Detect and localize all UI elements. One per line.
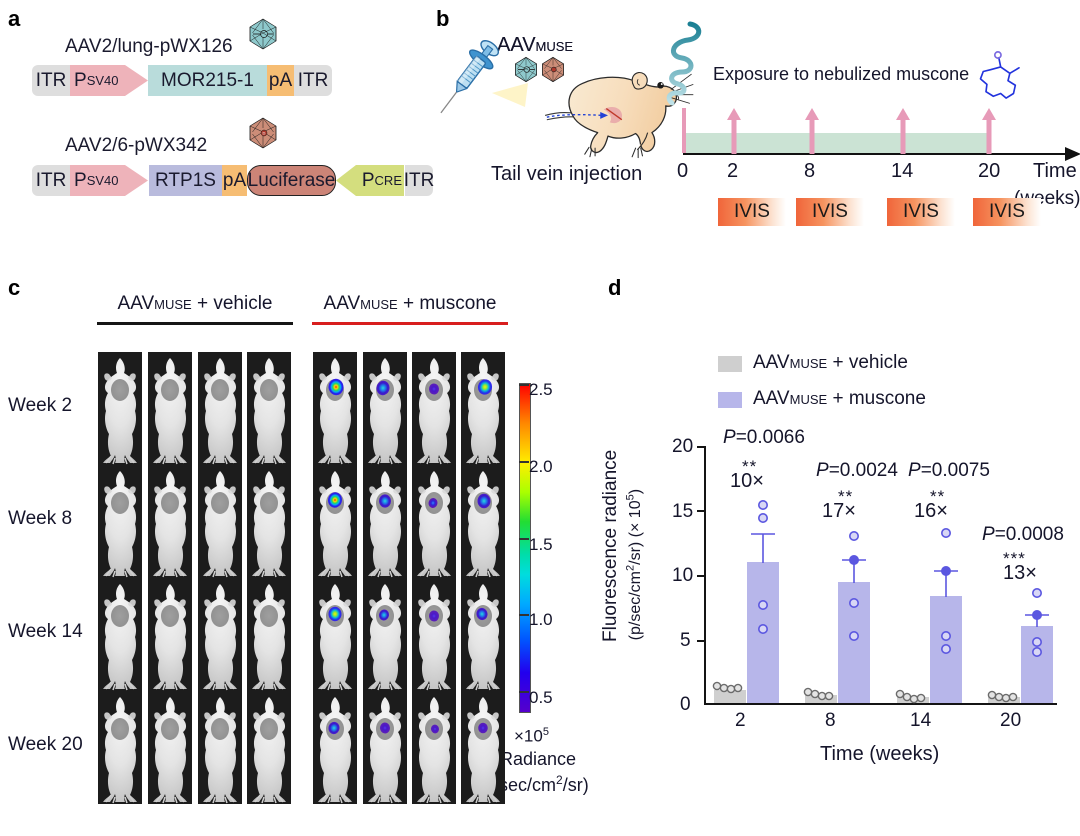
svg-text:D: D xyxy=(263,131,266,136)
